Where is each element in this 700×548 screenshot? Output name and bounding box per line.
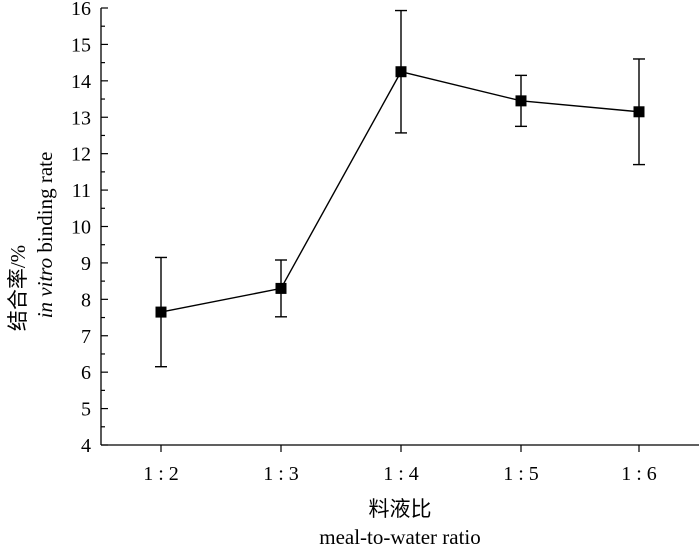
y-tick-label: 10	[71, 217, 91, 239]
x-tick-label: 1 : 6	[621, 463, 657, 485]
data-point	[633, 106, 645, 118]
x-axis-label-en: meal-to-water ratio	[319, 525, 481, 548]
y-axis-label-en-italic: in vitro	[33, 258, 57, 318]
error-bars	[155, 9, 645, 368]
y-axis-label-cn: 结合率/%	[6, 245, 30, 331]
x-tick-label: 1 : 2	[143, 463, 179, 485]
x-axis-ticks: 1 : 2 1 : 3 1 : 4 1 : 5 1 : 6	[143, 445, 657, 485]
x-tick-label: 1 : 3	[263, 463, 299, 485]
x-axis-label-cn: 料液比	[369, 497, 432, 521]
y-axis-ticks: 4 5 6 7 8 9 10 11 12 13 14 15 16	[71, 0, 108, 457]
y-tick-label: 9	[81, 253, 91, 275]
y-tick-label: 16	[71, 0, 91, 20]
y-axis-label-en-rest: binding rate	[33, 152, 57, 258]
data-point	[395, 66, 407, 78]
y-tick-label: 6	[81, 362, 91, 384]
data-point	[515, 95, 527, 107]
y-tick-label: 5	[81, 399, 91, 421]
y-axis-label-en: in vitro binding rate	[33, 152, 57, 319]
y-tick-label: 13	[71, 107, 91, 129]
y-tick-label: 11	[72, 180, 91, 202]
data-point	[275, 282, 287, 294]
y-tick-label: 7	[81, 326, 91, 348]
y-tick-label: 4	[81, 435, 91, 457]
series-line	[160, 70, 640, 313]
y-axis-label: 结合率/% in vitro binding rate	[6, 152, 57, 331]
data-point	[155, 306, 167, 318]
y-tick-label: 15	[71, 34, 91, 56]
x-tick-label: 1 : 4	[383, 463, 419, 485]
y-tick-label: 14	[71, 71, 91, 93]
y-tick-label: 8	[81, 289, 91, 311]
data-markers	[155, 66, 645, 318]
y-tick-label: 12	[71, 144, 91, 166]
x-tick-label: 1 : 5	[503, 463, 539, 485]
